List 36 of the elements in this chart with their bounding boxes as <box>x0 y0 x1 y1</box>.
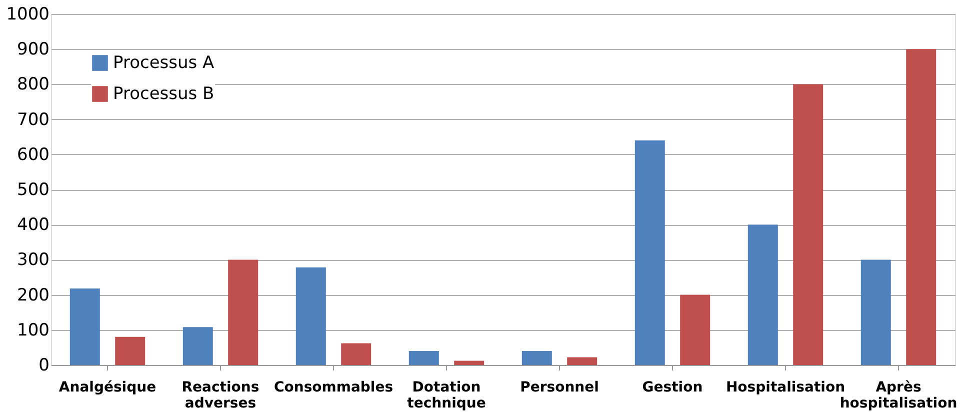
y-tick-label: 500 <box>17 180 50 200</box>
y-tick-label: 800 <box>17 74 50 95</box>
bar <box>567 357 598 365</box>
y-tick-label: 900 <box>17 40 50 60</box>
y-tick-label: 1000 <box>6 4 50 24</box>
bar <box>115 336 146 365</box>
x-tick-label: Reactions adverses <box>182 380 260 412</box>
x-tick-label: Personnel <box>520 380 599 396</box>
bar <box>860 260 891 365</box>
legend-label: Processus A <box>113 53 215 73</box>
bar <box>793 84 824 365</box>
y-tick-label: 600 <box>17 144 50 165</box>
y-tick-label: 300 <box>17 250 50 270</box>
x-tick-label: Hospitalisation <box>726 380 846 396</box>
x-tick-label: Analgésique <box>58 380 156 396</box>
bar <box>296 267 326 365</box>
bar <box>70 288 100 365</box>
bar <box>408 350 439 365</box>
y-tick-label: 0 <box>38 356 50 376</box>
x-tick-label: Dotation technique <box>407 380 486 412</box>
bar <box>634 140 665 365</box>
legend-label: Processus B <box>113 84 214 104</box>
x-tick-label: Consommables <box>274 380 394 396</box>
bar <box>228 260 258 365</box>
bar <box>522 350 552 365</box>
y-tick-label: 200 <box>17 285 50 306</box>
y-tick-label: 100 <box>17 320 50 340</box>
x-tick-label: Gestion <box>642 380 703 396</box>
y-tick-label: 700 <box>17 110 50 130</box>
bar <box>680 294 710 365</box>
bar <box>748 224 778 365</box>
y-tick-label: 400 <box>17 215 50 236</box>
bar <box>182 327 213 365</box>
bar <box>341 343 372 365</box>
bar <box>906 49 936 365</box>
bar <box>454 360 484 365</box>
